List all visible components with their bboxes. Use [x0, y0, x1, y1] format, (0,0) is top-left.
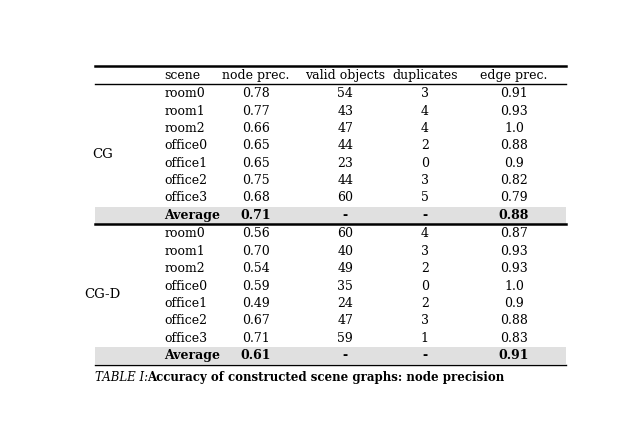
Text: 3: 3	[420, 87, 429, 100]
Text: 2: 2	[420, 262, 429, 275]
Text: 0.68: 0.68	[242, 191, 270, 204]
Text: -: -	[422, 349, 428, 362]
Text: Average: Average	[164, 209, 220, 222]
Text: 43: 43	[337, 105, 353, 118]
Text: CG: CG	[92, 148, 113, 161]
Text: 0.82: 0.82	[500, 174, 528, 187]
Text: 0.87: 0.87	[500, 228, 528, 240]
Text: office0: office0	[164, 139, 207, 152]
Text: 49: 49	[337, 262, 353, 275]
Text: office2: office2	[164, 174, 207, 187]
Bar	[95, 347, 566, 364]
Text: 1.0: 1.0	[504, 122, 524, 135]
Text: 3: 3	[420, 245, 429, 258]
Text: office1: office1	[164, 297, 207, 310]
Text: 0.79: 0.79	[500, 191, 528, 204]
Text: 0.75: 0.75	[243, 174, 270, 187]
Text: 44: 44	[337, 174, 353, 187]
Text: room0: room0	[164, 87, 205, 100]
Text: 0.71: 0.71	[242, 332, 270, 345]
Text: 3: 3	[420, 174, 429, 187]
Text: 54: 54	[337, 87, 353, 100]
Text: edge prec.: edge prec.	[480, 69, 548, 82]
Text: 44: 44	[337, 139, 353, 152]
Text: 0.65: 0.65	[242, 156, 270, 170]
Text: 0.78: 0.78	[242, 87, 270, 100]
Text: 0: 0	[420, 156, 429, 170]
Text: 0.67: 0.67	[242, 314, 270, 327]
Text: 40: 40	[337, 245, 353, 258]
Text: 0.61: 0.61	[241, 349, 271, 362]
Text: Average: Average	[164, 349, 220, 362]
Text: 0.56: 0.56	[242, 228, 270, 240]
Text: node prec.: node prec.	[222, 69, 290, 82]
Text: 0.88: 0.88	[500, 314, 528, 327]
Text: 2: 2	[420, 297, 429, 310]
Text: room2: room2	[164, 122, 205, 135]
Text: -: -	[343, 209, 348, 222]
Text: 1: 1	[420, 332, 429, 345]
Text: room1: room1	[164, 245, 205, 258]
Text: 24: 24	[337, 297, 353, 310]
Text: 47: 47	[337, 314, 353, 327]
Text: 5: 5	[420, 191, 429, 204]
Text: 0.70: 0.70	[242, 245, 270, 258]
Text: 0.59: 0.59	[243, 279, 270, 293]
Text: -: -	[343, 349, 348, 362]
Text: 3: 3	[420, 314, 429, 327]
Text: 59: 59	[337, 332, 353, 345]
Text: 60: 60	[337, 191, 353, 204]
Text: 0.83: 0.83	[500, 332, 528, 345]
Text: 60: 60	[337, 228, 353, 240]
Text: 2: 2	[420, 139, 429, 152]
Text: 0.71: 0.71	[241, 209, 271, 222]
Text: office1: office1	[164, 156, 207, 170]
Text: 23: 23	[337, 156, 353, 170]
Text: room0: room0	[164, 228, 205, 240]
Text: room1: room1	[164, 105, 205, 118]
Text: 4: 4	[420, 228, 429, 240]
Text: 0.9: 0.9	[504, 297, 524, 310]
Text: 4: 4	[420, 105, 429, 118]
Text: 47: 47	[337, 122, 353, 135]
Text: 0.93: 0.93	[500, 105, 528, 118]
Text: 35: 35	[337, 279, 353, 293]
Text: 4: 4	[420, 122, 429, 135]
Text: duplicates: duplicates	[392, 69, 458, 82]
Text: 0.91: 0.91	[500, 87, 528, 100]
Text: 0.88: 0.88	[499, 209, 529, 222]
Text: office3: office3	[164, 332, 207, 345]
Text: 0.88: 0.88	[500, 139, 528, 152]
Text: 0.93: 0.93	[500, 245, 528, 258]
Text: room2: room2	[164, 262, 205, 275]
Text: CG-D: CG-D	[84, 288, 120, 301]
Text: -: -	[422, 209, 428, 222]
Text: 0: 0	[420, 279, 429, 293]
Text: valid objects: valid objects	[305, 69, 385, 82]
Text: 0.77: 0.77	[243, 105, 270, 118]
Text: 0.54: 0.54	[242, 262, 270, 275]
Text: 0.49: 0.49	[242, 297, 270, 310]
Text: 0.66: 0.66	[242, 122, 270, 135]
Text: 0.9: 0.9	[504, 156, 524, 170]
Text: 0.93: 0.93	[500, 262, 528, 275]
Text: 0.91: 0.91	[499, 349, 529, 362]
Text: TABLE I:: TABLE I:	[95, 371, 152, 384]
Text: 0.65: 0.65	[242, 139, 270, 152]
Text: office2: office2	[164, 314, 207, 327]
Text: office0: office0	[164, 279, 207, 293]
Text: office3: office3	[164, 191, 207, 204]
Text: scene: scene	[164, 69, 200, 82]
Bar	[95, 206, 566, 224]
Text: 1.0: 1.0	[504, 279, 524, 293]
Text: Accuracy of constructed scene graphs: node precision: Accuracy of constructed scene graphs: no…	[147, 371, 504, 384]
